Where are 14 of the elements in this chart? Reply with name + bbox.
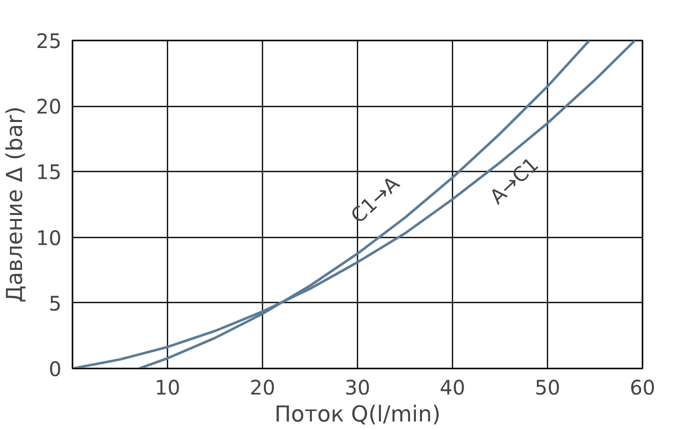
y-axis-title: Давление Δ (bar) (3, 106, 28, 303)
x-tick-label: 30 (344, 376, 370, 400)
y-tick-label: 25 (36, 29, 62, 53)
y-tick-label: 10 (36, 226, 62, 250)
y-tick-label: 15 (36, 160, 62, 184)
x-axis-title: Поток Q(l/min) (274, 402, 441, 428)
x-tick-label: 60 (630, 376, 656, 400)
x-tick-label: 20 (250, 376, 276, 400)
y-tick-label: 5 (48, 291, 62, 316)
y-tick-label: 0 (48, 357, 62, 381)
x-tick-label: 50 (534, 376, 560, 400)
y-tick-label: 20 (36, 94, 62, 119)
x-tick-label: 40 (440, 376, 466, 400)
x-tick-label: 10 (154, 376, 180, 400)
